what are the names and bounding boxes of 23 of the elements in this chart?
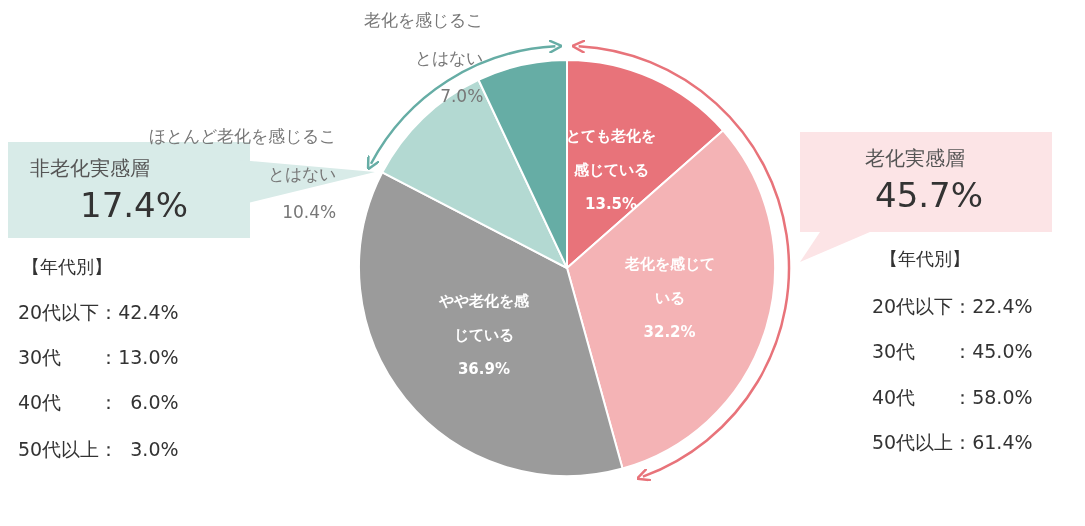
data-label: 32.2% [643,323,696,342]
text: 40代 ：58.0% [872,386,1033,408]
data-label: 36.9% [457,360,510,379]
text: 50代以上： 3.0% [18,438,179,460]
slice-label: 老化を感じている [623,255,715,308]
text: 非老化実感層 [30,156,150,180]
text: 50代以上：61.4% [872,431,1033,453]
data-label: 10.4% [282,202,337,222]
text: 17.4% [80,185,189,225]
text: 30代 ：45.0% [872,340,1033,362]
slice-label: とても老化を感じている [566,127,657,180]
slice-label: やや老化を感じている [437,292,530,345]
data-label: 13.5% [585,195,638,214]
slice-label: 老化を感じることはない [364,10,484,68]
slice-label: ほとんど老化を感じることはない [149,126,337,184]
text: 30代 ：13.0% [18,346,179,368]
text: 【年代別】 [22,256,112,277]
text: 【年代別】 [880,248,970,269]
text: 20代以下：42.4% [18,301,179,323]
text: 老化実感層 [865,146,965,170]
text: 40代 ： 6.0% [18,391,179,413]
text: 45.7% [875,175,984,215]
text: 20代以下：22.4% [872,295,1033,317]
